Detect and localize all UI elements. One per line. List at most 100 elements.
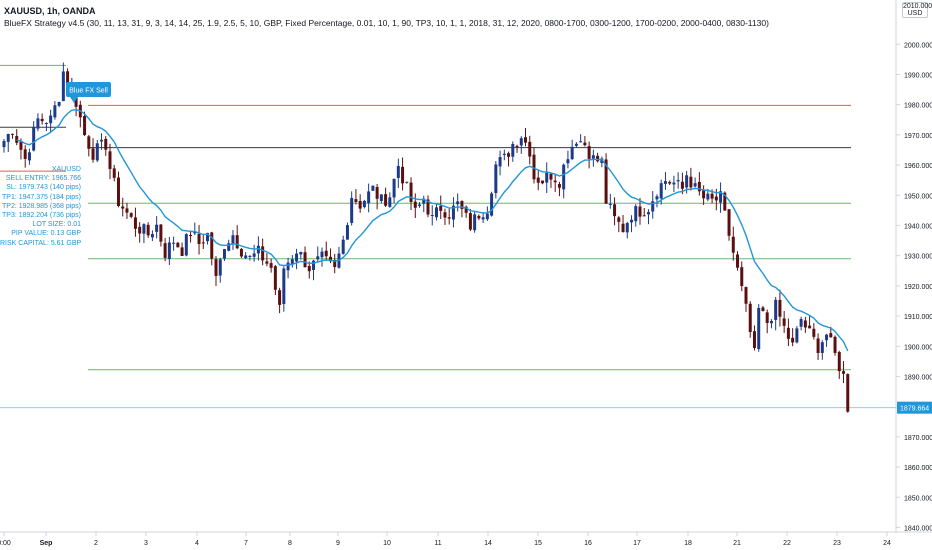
candle-body bbox=[816, 338, 820, 354]
candle-body bbox=[235, 235, 239, 249]
y-tick-label: 1860.000 bbox=[904, 465, 932, 472]
candle-body bbox=[761, 307, 765, 312]
candle-body bbox=[812, 328, 816, 337]
candle-body bbox=[91, 148, 95, 160]
indicator-title: BlueFX Strategy v4.5 (30, 11, 13, 31, 9,… bbox=[4, 18, 769, 28]
candle-body bbox=[328, 256, 332, 262]
candle-body bbox=[434, 207, 438, 218]
candle-body bbox=[248, 255, 252, 257]
candle-body bbox=[468, 213, 472, 230]
candle-body bbox=[116, 177, 120, 206]
candle-body bbox=[697, 181, 701, 192]
candle-body bbox=[634, 206, 638, 222]
candle-body bbox=[447, 217, 451, 219]
candle-body bbox=[727, 209, 731, 236]
candle-body bbox=[36, 118, 40, 129]
candle-body bbox=[477, 215, 481, 219]
currency-selector[interactable]: 2010.000 USD bbox=[902, 2, 932, 18]
y-tick-label: 1970.000 bbox=[904, 133, 932, 140]
candle-body bbox=[600, 158, 604, 163]
candle-body bbox=[549, 173, 553, 180]
candle-body bbox=[286, 262, 290, 271]
candle-body bbox=[396, 165, 400, 178]
candle-body bbox=[100, 139, 104, 142]
candle-body bbox=[320, 251, 324, 258]
candle-body bbox=[261, 246, 265, 261]
candle-body bbox=[557, 184, 561, 188]
ema-line bbox=[16, 108, 849, 352]
candle-body bbox=[765, 312, 769, 324]
candle-body bbox=[121, 206, 125, 209]
candle-body bbox=[61, 71, 65, 101]
candle-body bbox=[693, 183, 697, 187]
candle-body bbox=[566, 159, 570, 164]
candle-body bbox=[608, 203, 612, 205]
x-tick-label: 24 bbox=[883, 540, 891, 547]
candle-body bbox=[15, 136, 19, 143]
candle-body bbox=[146, 224, 150, 236]
candle-body bbox=[218, 259, 222, 276]
candle-body bbox=[723, 192, 727, 211]
candle-body bbox=[379, 194, 383, 201]
candle-body bbox=[485, 213, 489, 220]
candle-body bbox=[112, 168, 116, 178]
candle-body bbox=[409, 182, 413, 202]
candle-body bbox=[345, 225, 349, 240]
candle-body bbox=[227, 243, 231, 251]
y-tick-label: 2000.000 bbox=[904, 42, 932, 49]
candle-body bbox=[384, 194, 388, 206]
candle-body bbox=[2, 141, 6, 148]
x-tick-label: Sep bbox=[40, 540, 53, 547]
candle-body bbox=[57, 101, 61, 106]
y-tick-label: 1950.000 bbox=[904, 193, 932, 200]
candle-body bbox=[23, 149, 27, 159]
candle-body bbox=[795, 328, 799, 343]
candle-body bbox=[418, 204, 422, 206]
candle-body bbox=[193, 231, 197, 234]
x-tick-label: 17 bbox=[633, 540, 641, 547]
candle-body bbox=[49, 115, 53, 124]
candle-body bbox=[570, 146, 574, 160]
candle-body bbox=[439, 205, 443, 211]
x-tick-label: 23 bbox=[833, 540, 841, 547]
candle-body bbox=[587, 146, 591, 159]
candle-body bbox=[799, 319, 803, 327]
candle-body bbox=[341, 239, 345, 254]
candle-body bbox=[206, 232, 210, 242]
candle-body bbox=[630, 219, 634, 223]
candle-body bbox=[95, 143, 99, 161]
currency-label: USD bbox=[907, 10, 923, 17]
candle-body bbox=[133, 217, 137, 229]
candle-body bbox=[155, 224, 159, 232]
candle-body bbox=[299, 251, 303, 255]
candle-body bbox=[180, 247, 184, 256]
x-tick-label: 11 bbox=[434, 540, 441, 547]
level-lines bbox=[0, 64, 896, 409]
candle-body bbox=[159, 224, 163, 242]
candle-body bbox=[642, 215, 646, 217]
candle-body bbox=[562, 164, 566, 190]
candle-body bbox=[443, 212, 447, 218]
candle-body bbox=[680, 181, 684, 189]
candle-body bbox=[574, 143, 578, 146]
candle-body bbox=[252, 253, 256, 257]
sell-signal-arrow bbox=[70, 97, 78, 103]
y-tick-label: 1890.000 bbox=[904, 374, 932, 381]
candle-body bbox=[150, 234, 154, 238]
candle-body bbox=[604, 159, 608, 204]
candles bbox=[2, 62, 850, 413]
candle-body bbox=[672, 182, 676, 185]
candle-body bbox=[303, 252, 307, 268]
candle-body bbox=[833, 336, 837, 353]
candle-body bbox=[536, 177, 540, 183]
candle-body bbox=[367, 191, 371, 204]
candle-body bbox=[451, 205, 455, 220]
y-tick-label: 1960.000 bbox=[904, 163, 932, 170]
candle-body bbox=[163, 243, 167, 258]
candle-body bbox=[273, 266, 277, 290]
y-tick-label: 1910.000 bbox=[904, 314, 932, 321]
candle-body bbox=[197, 233, 201, 245]
candle-body bbox=[706, 193, 710, 200]
